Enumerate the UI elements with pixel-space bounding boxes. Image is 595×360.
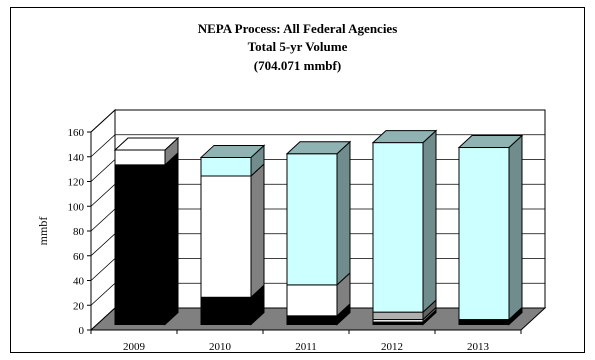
bar-2009-series-0-front: [114, 164, 166, 325]
bar-2010-top: [199, 144, 266, 158]
y-tick-label: 80: [73, 226, 85, 238]
x-tick-label-2011: 2011: [295, 341, 317, 353]
bar-2011-series-3-side: [336, 140, 351, 287]
bar-2010-series-0-front: [200, 296, 252, 325]
y-tick-label: 160: [68, 127, 85, 139]
y-tick-label: 0: [79, 325, 85, 337]
y-tick-label: 120: [68, 177, 85, 189]
bar-2012-series-3-front: [372, 142, 424, 313]
bar-2013-series-3-front: [458, 147, 510, 321]
y-tick-label: 140: [68, 152, 85, 164]
y-tick-label: 60: [73, 251, 85, 263]
x-tick-label-2009: 2009: [123, 341, 146, 353]
x-tick-label-2012: 2012: [381, 341, 403, 353]
bar-2010-series-1-front: [200, 175, 252, 298]
bar-2011-series-1-front: [286, 284, 338, 317]
y-tick-label: 20: [73, 300, 85, 312]
bar-2011-series-0-front: [286, 315, 338, 325]
y-tick-label: 100: [68, 201, 85, 213]
bar-2009-series-0-side: [164, 151, 179, 326]
chart-title-line-3: (704.071 mmbf): [253, 58, 342, 73]
bar-2009-top: [113, 137, 180, 151]
bar-2009-series-1-front: [114, 149, 166, 166]
chart-title-line-1: NEPA Process: All Federal Agencies: [197, 21, 398, 36]
bar-2011-top: [285, 141, 352, 155]
bar-2012-top: [371, 130, 438, 144]
x-tick-label-2013: 2013: [467, 341, 490, 353]
bar-2012-series-3-side: [422, 129, 437, 314]
x-tick-label-2010: 2010: [209, 341, 232, 353]
gridline: [90, 109, 545, 133]
chart-title-line-2: Total 5-yr Volume: [247, 39, 348, 54]
bar-2013-series-3-side: [508, 134, 523, 321]
bar-2011-series-3-front: [286, 153, 338, 286]
bar-2010-series-1-side: [250, 162, 265, 299]
y-tick-label: 40: [73, 276, 85, 288]
bar-2013-top: [457, 135, 524, 149]
y-axis-label: mmbf: [36, 217, 50, 246]
bar-2010-series-3-front: [200, 156, 252, 177]
bar-2013-series-0-front: [458, 319, 510, 325]
bar-2012-series-2-front: [372, 311, 424, 321]
